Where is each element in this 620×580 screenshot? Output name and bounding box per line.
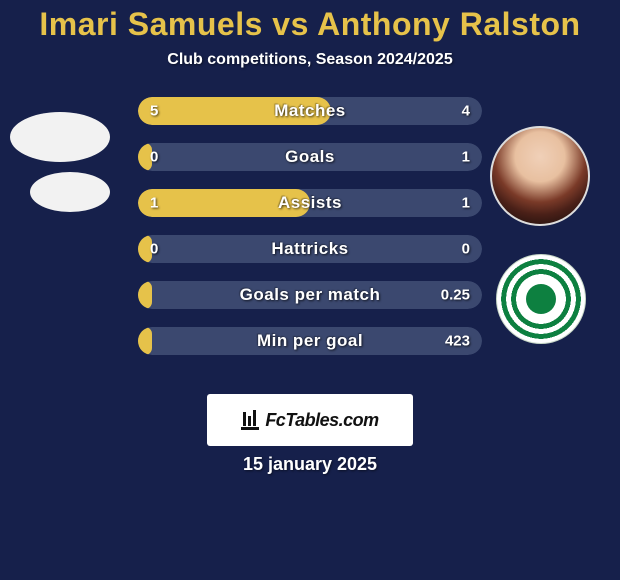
stat-value-right: 0 — [462, 241, 470, 258]
stat-row: Goals per match0.25 — [138, 281, 482, 309]
chart-icon — [241, 410, 261, 430]
stat-row: Assists1 1 — [138, 189, 482, 217]
stat-row: Goals0 1 — [138, 143, 482, 171]
stat-label: Matches — [138, 101, 482, 121]
stat-label: Hattricks — [138, 239, 482, 259]
player-right-avatar — [490, 126, 590, 226]
infographic-date: 15 january 2025 — [0, 454, 620, 475]
stat-value-right: 423 — [445, 333, 470, 350]
stat-value-right: 1 — [462, 149, 470, 166]
player-left-avatar-placeholder — [10, 112, 110, 162]
page-title: Imari Samuels vs Anthony Ralston — [0, 0, 620, 43]
stat-value-left: 5 — [150, 103, 158, 120]
stat-label: Goals — [138, 147, 482, 167]
stat-bars-container: Matches54Goals01Assists11Hattricks00Goal… — [138, 97, 482, 373]
stat-label: Assists — [138, 193, 482, 213]
stat-value-left: 0 — [150, 149, 158, 166]
stat-row: Min per goal423 — [138, 327, 482, 355]
stat-value-right: 4 — [462, 103, 470, 120]
stat-value-left: 0 — [150, 241, 158, 258]
stat-label: Goals per match — [138, 285, 482, 305]
brand-badge: FcTables.com — [207, 394, 413, 446]
page-subtitle: Club competitions, Season 2024/2025 — [0, 51, 620, 69]
stat-value-left: 1 — [150, 195, 158, 212]
stat-label: Min per goal — [138, 331, 482, 351]
stat-row: Hattricks0 0 — [138, 235, 482, 263]
stat-row: Matches5 4 — [138, 97, 482, 125]
stat-value-right: 0.25 — [441, 287, 470, 304]
player-right-club-logo — [496, 254, 586, 344]
player-left-club-placeholder — [30, 172, 110, 212]
stat-value-right: 1 — [462, 195, 470, 212]
brand-text: FcTables.com — [265, 410, 378, 431]
